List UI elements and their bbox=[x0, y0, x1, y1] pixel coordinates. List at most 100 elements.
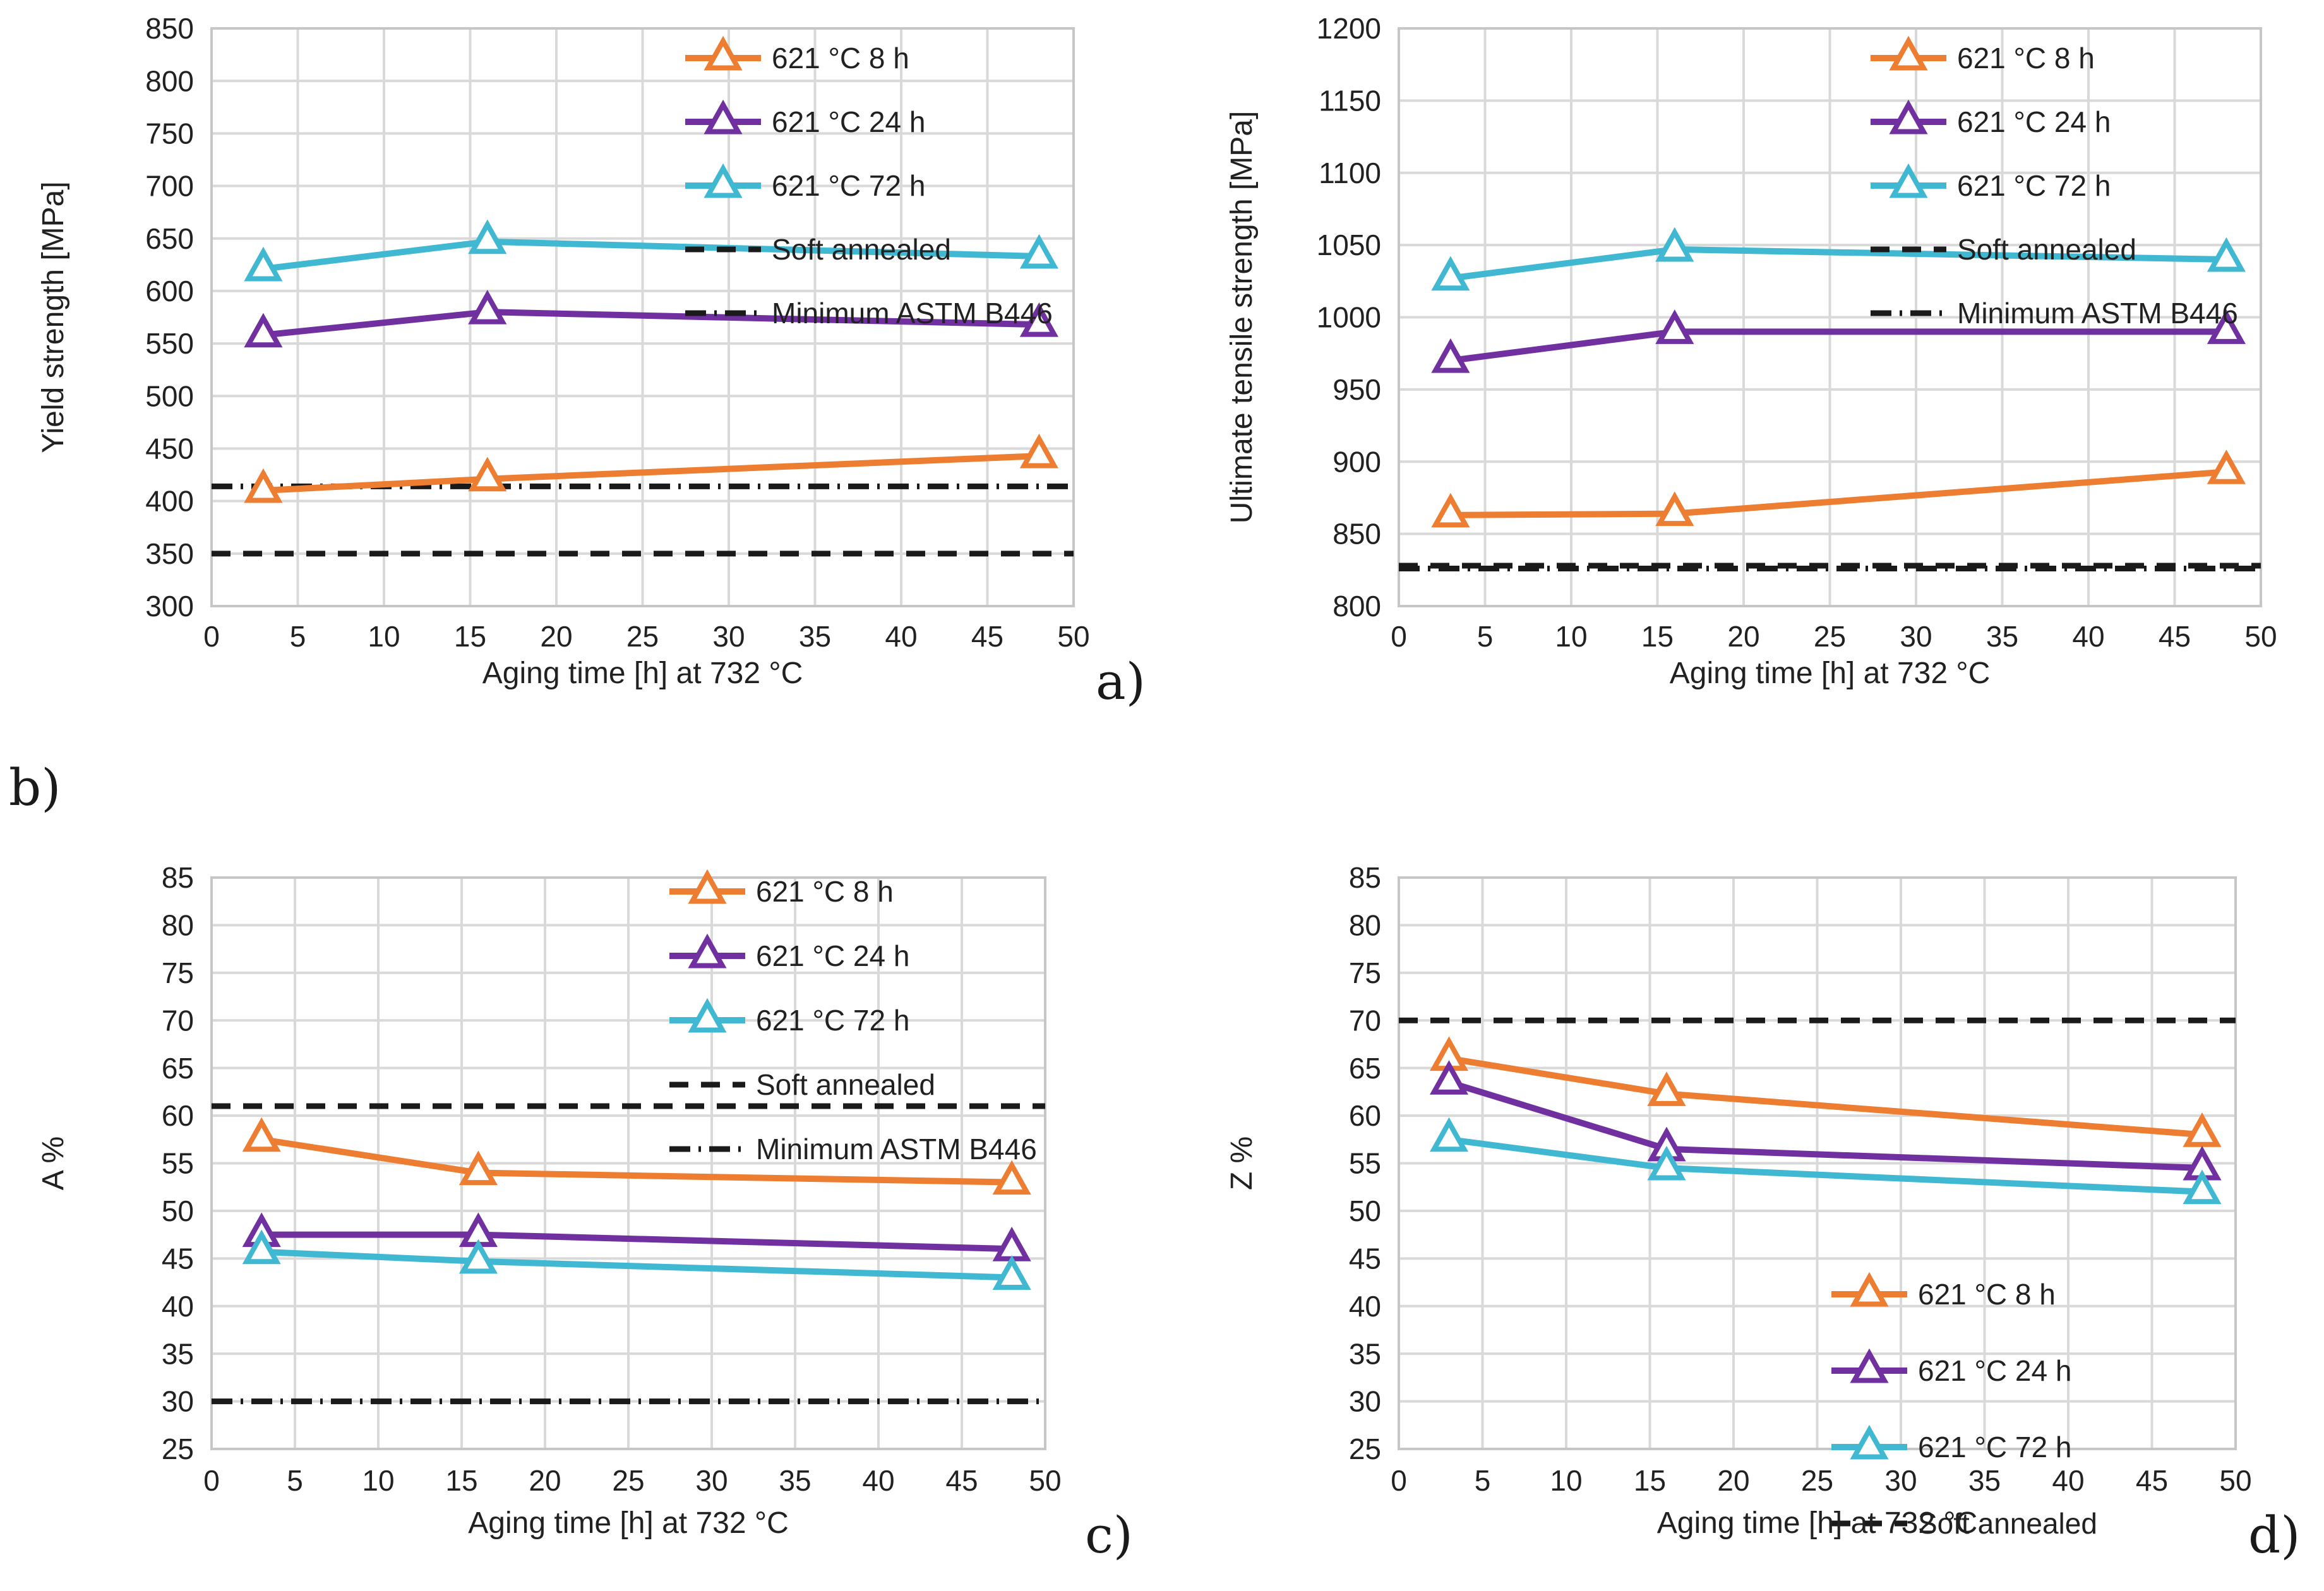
x-tick-label: 25 bbox=[626, 620, 659, 653]
y-tick-label: 800 bbox=[145, 64, 194, 97]
triangle-marker bbox=[242, 1229, 281, 1265]
legend-item: 621 °C 72 h bbox=[1831, 1424, 2071, 1463]
x-tick-label: 30 bbox=[1884, 1464, 1917, 1497]
x-tick-label: 30 bbox=[695, 1464, 728, 1497]
y-tick-label: 50 bbox=[1349, 1195, 1381, 1227]
x-tick-label: 0 bbox=[1391, 1464, 1407, 1497]
x-tick-label: 35 bbox=[1968, 1464, 2001, 1497]
x-tick-label: 35 bbox=[799, 620, 831, 653]
legend-label: Minimum ASTM B446 bbox=[756, 1133, 1037, 1165]
legend-item: Minimum ASTM B446 bbox=[669, 1133, 1037, 1165]
x-tick-label: 40 bbox=[2052, 1464, 2084, 1497]
x-axis-title: Aging time [h] at 732 °C bbox=[1657, 1506, 1977, 1540]
x-tick-label: 20 bbox=[529, 1464, 561, 1497]
y-tick-label: 300 bbox=[145, 590, 194, 623]
triangle-marker bbox=[992, 1255, 1031, 1290]
y-tick-label: 1200 bbox=[1317, 12, 1381, 45]
legend-label: 621 °C 8 h bbox=[1918, 1278, 2056, 1311]
y-tick-label: 40 bbox=[162, 1290, 194, 1323]
legend-item: 621 °C 24 h bbox=[1871, 99, 2111, 138]
x-tick-label: 20 bbox=[1717, 1464, 1749, 1497]
x-tick-label: 15 bbox=[454, 620, 486, 653]
legend-label: Soft annealed bbox=[756, 1068, 935, 1101]
y-tick-label: 35 bbox=[1349, 1337, 1381, 1370]
y-tick-label: 45 bbox=[1349, 1242, 1381, 1275]
chart-panel-c: 25 30 35 40 45 50 55 60 65 70 75 80 85 0 5 10 15 20 25 30 35… bbox=[37, 861, 1062, 1540]
y-tick-label: 70 bbox=[162, 1004, 194, 1037]
legend-label: 621 °C 24 h bbox=[756, 939, 909, 972]
y-tick-label: 75 bbox=[162, 956, 194, 989]
legend-label: 621 °C 72 h bbox=[1918, 1431, 2071, 1463]
y-tick-label: 800 bbox=[1333, 590, 1381, 623]
triangle-marker bbox=[1655, 309, 1694, 344]
legend-item: 621 °C 72 h bbox=[685, 163, 925, 202]
y-tick-label: 1000 bbox=[1317, 301, 1381, 334]
x-tick-label: 15 bbox=[445, 1464, 477, 1497]
triangle-marker bbox=[468, 289, 507, 325]
triangle-marker bbox=[992, 1160, 1031, 1195]
y-tick-label: 950 bbox=[1333, 373, 1381, 406]
y-tick-label: 1050 bbox=[1317, 229, 1381, 261]
x-tick-label: 0 bbox=[203, 1464, 220, 1497]
x-tick-label: 40 bbox=[885, 620, 917, 653]
x-tick-label: 10 bbox=[1550, 1464, 1582, 1497]
legend-item: 621 °C 24 h bbox=[1831, 1348, 2071, 1387]
triangle-marker bbox=[468, 456, 507, 492]
legend-item: Soft annealed bbox=[669, 1068, 935, 1101]
x-tick-label: 50 bbox=[2219, 1464, 2251, 1497]
legend-label: Soft annealed bbox=[1957, 233, 2136, 266]
panel-label-d: d) bbox=[2248, 1506, 2301, 1564]
x-tick-label: 45 bbox=[2136, 1464, 2168, 1497]
y-tick-label: 25 bbox=[162, 1433, 194, 1465]
x-tick-label: 25 bbox=[1801, 1464, 1833, 1497]
triangle-marker bbox=[1850, 1348, 1889, 1383]
triangle-marker bbox=[992, 1227, 1031, 1261]
x-tick-label: 35 bbox=[779, 1464, 811, 1497]
triangle-marker bbox=[1647, 1071, 1686, 1106]
y-tick-label: 900 bbox=[1333, 445, 1381, 478]
legend-item: 621 °C 8 h bbox=[1831, 1272, 2056, 1311]
legend-label: 621 °C 72 h bbox=[772, 169, 925, 202]
y-tick-label: 35 bbox=[162, 1337, 194, 1370]
x-tick-label: 10 bbox=[362, 1464, 394, 1497]
y-tick-label: 500 bbox=[145, 379, 194, 412]
legend-item: 621 °C 8 h bbox=[685, 35, 909, 74]
y-tick-label: 75 bbox=[1349, 956, 1381, 989]
x-tick-label: 0 bbox=[1391, 620, 1407, 653]
triangle-marker bbox=[1429, 1060, 1469, 1095]
triangle-marker bbox=[1850, 1272, 1889, 1307]
series-line bbox=[1446, 1055, 2205, 1138]
y-tick-label: 80 bbox=[1349, 909, 1381, 942]
legend-label: 621 °C 24 h bbox=[1918, 1354, 2071, 1387]
y-tick-label: 30 bbox=[1349, 1385, 1381, 1418]
triangle-marker bbox=[1889, 163, 1928, 198]
y-tick-label: 700 bbox=[145, 170, 194, 203]
legend: 621 °C 8 h 621 °C 24 h 621 °C 72 h Soft ann… bbox=[685, 35, 1053, 330]
x-tick-label: 0 bbox=[203, 620, 220, 653]
legend-item: 621 °C 24 h bbox=[685, 99, 925, 138]
triangle-marker bbox=[2207, 237, 2246, 272]
x-tick-label: 45 bbox=[945, 1464, 978, 1497]
x-tick-label: 50 bbox=[1057, 620, 1089, 653]
chart-panel-a: 300 350 400 450 500 550 600 650 700 750 800 850 0 5 10… bbox=[37, 12, 1090, 690]
legend-label: Soft annealed bbox=[772, 233, 951, 266]
x-tick-label: 10 bbox=[1555, 620, 1587, 653]
y-tick-label: 70 bbox=[1349, 1004, 1381, 1037]
x-tick-label: 40 bbox=[2072, 620, 2104, 653]
y-tick-label: 85 bbox=[162, 861, 194, 894]
legend-label: Minimum ASTM B446 bbox=[772, 297, 1053, 330]
y-tick-label: 350 bbox=[145, 537, 194, 570]
x-tick-label: 20 bbox=[540, 620, 572, 653]
x-tick-label: 5 bbox=[287, 1464, 303, 1497]
legend: 621 °C 8 h 621 °C 24 h 621 °C 72 h Soft ann… bbox=[1871, 35, 2238, 330]
legend-label: 621 °C 72 h bbox=[756, 1004, 909, 1037]
triangle-marker bbox=[1655, 491, 1694, 527]
triangle-marker bbox=[2207, 309, 2246, 344]
y-tick-label: 40 bbox=[1349, 1290, 1381, 1323]
triangle-marker bbox=[1429, 1117, 1469, 1152]
chart-panel-d: 25 30 35 40 45 50 55 60 65 70 75 80 85 0 5 10 15 20 25 30 35… bbox=[1225, 861, 2252, 1540]
triangle-marker bbox=[2207, 450, 2246, 484]
triangle-marker bbox=[242, 1117, 281, 1152]
series-line bbox=[258, 1231, 1015, 1253]
legend-item: Soft annealed bbox=[1831, 1507, 2097, 1540]
